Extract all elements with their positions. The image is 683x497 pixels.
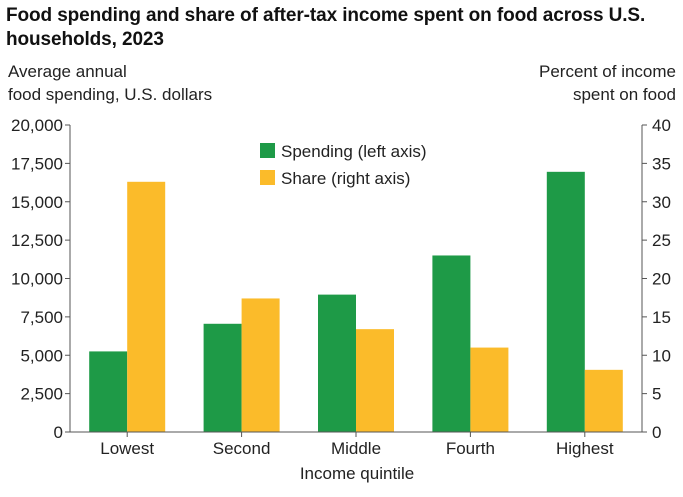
right-tick-label: 15 <box>652 308 671 327</box>
bars <box>89 171 623 432</box>
left-tick-label: 15,000 <box>11 193 63 212</box>
legend-swatch-share <box>260 170 275 185</box>
x-tick-label-lowest: Lowest <box>100 439 154 458</box>
left-tick-label: 0 <box>54 423 63 442</box>
right-tick-label: 40 <box>652 116 671 135</box>
bar-spending-middle <box>318 294 356 432</box>
x-tick-label-highest: Highest <box>556 439 614 458</box>
right-axis: 0 5 10 15 20 25 30 35 40 <box>642 116 671 442</box>
right-tick-label: 0 <box>652 423 661 442</box>
left-tick-label: 7,500 <box>20 308 63 327</box>
legend-label-spending: Spending (left axis) <box>281 142 427 161</box>
legend-swatch-spending <box>260 143 275 158</box>
bar-spending-second <box>203 323 242 432</box>
right-axis-label-line-1: Percent of income <box>539 62 676 81</box>
left-tick-label: 10,000 <box>11 270 63 289</box>
bar-share-lowest <box>127 181 166 432</box>
x-tick-label-second: Second <box>213 439 271 458</box>
right-tick-label: 5 <box>652 385 661 404</box>
right-tick-label: 25 <box>652 231 671 250</box>
right-tick-label: 30 <box>652 193 671 212</box>
left-tick-label: 17,500 <box>11 154 63 173</box>
left-tick-label: 20,000 <box>11 116 63 135</box>
left-tick-label: 5,000 <box>20 346 63 365</box>
left-axis-label-line-2: food spending, U.S. dollars <box>8 85 212 104</box>
x-axis-title: Income quintile <box>300 464 414 483</box>
bar-spending-lowest <box>89 351 128 432</box>
bar-share-fourth <box>470 347 509 432</box>
bar-share-second <box>241 298 280 432</box>
bar-spending-fourth <box>432 255 471 432</box>
right-tick-label: 10 <box>652 346 671 365</box>
bar-share-highest <box>584 369 623 432</box>
x-axis: Lowest Second Middle Fourth Highest <box>100 432 614 458</box>
x-tick-label-fourth: Fourth <box>446 439 495 458</box>
chart-title: Food spending and share of after-tax inc… <box>6 5 646 50</box>
right-tick-label: 20 <box>652 270 671 289</box>
left-axis: 0 2,500 5,000 7,500 10,000 12,500 15,000 17,500… <box>11 116 70 442</box>
left-tick-label: 2,500 <box>20 385 63 404</box>
right-axis-label-line-2: spent on food <box>573 85 676 104</box>
bar-share-middle <box>356 329 394 432</box>
left-axis-label-line-1: Average annual <box>8 62 127 81</box>
right-tick-label: 35 <box>652 154 671 173</box>
left-tick-label: 12,500 <box>11 231 63 250</box>
bar-spending-highest <box>546 171 585 432</box>
legend: Spending (left axis) Share (right axis) <box>260 142 427 188</box>
x-tick-label-middle: Middle <box>331 439 381 458</box>
legend-label-share: Share (right axis) <box>281 169 410 188</box>
